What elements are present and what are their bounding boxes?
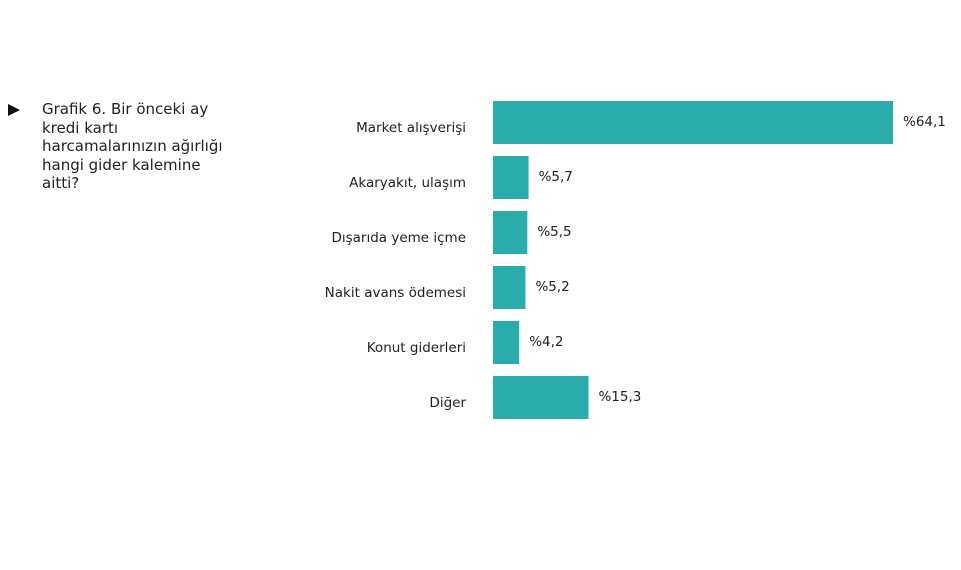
category-label-3: Nakit avans ödemesi [325,285,466,301]
value-label-5: %15,3 [598,389,641,405]
caption-text: Grafik 6. Bir önceki ay kredi kartı harc… [42,100,223,192]
category-label-0: Market alışverişi [356,120,466,136]
chart-caption: Grafik 6. Bir önceki ay kredi kartı harc… [8,100,248,193]
category-label-1: Akaryakıt, ulaşım [349,175,466,191]
category-label-2: Dışarıda yeme içme [331,230,466,246]
bar-1 [493,156,529,199]
value-label-3: %5,2 [535,279,569,295]
bar-3 [493,266,526,309]
bar-2 [493,211,528,254]
value-label-1: %5,7 [539,169,573,185]
category-label-4: Konut giderleri [367,340,466,356]
value-label-4: %4,2 [529,334,563,350]
bar-5 [493,376,589,419]
play-arrow-icon [8,104,20,116]
value-label-2: %5,5 [537,224,571,240]
bar-0 [493,101,893,144]
value-label-0: %64,1 [903,114,946,130]
bar-4 [493,321,520,364]
category-label-5: Diğer [429,395,466,411]
